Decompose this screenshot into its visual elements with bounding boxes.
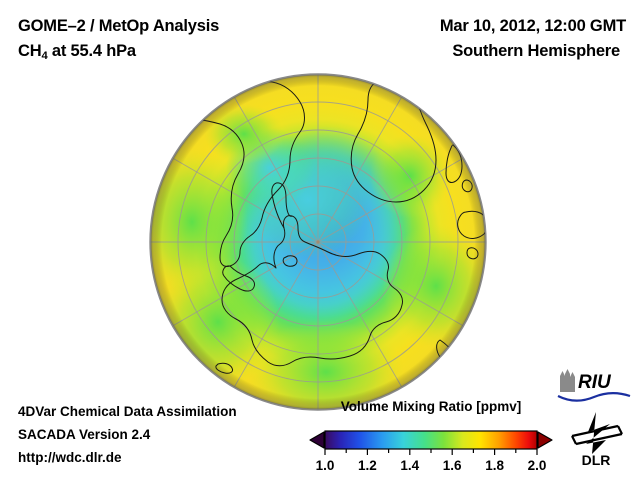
colorbar-svg: 1.0 1.2 1.4 1.6 1.8 2.0 — [309, 430, 553, 473]
credit-line-version: SACADA Version 2.4 — [18, 427, 151, 442]
colorbar-tick-label: 1.8 — [485, 458, 504, 473]
species-subscript: 4 — [41, 50, 48, 63]
colorbar-ticks — [324, 449, 538, 455]
hemisphere-label: Southern Hemisphere — [452, 42, 620, 60]
colorbar-title: Volume Mixing Ratio [ppmv] — [340, 399, 522, 414]
colorbar-tick-labels: 1.0 1.2 1.4 1.6 1.8 2.0 — [316, 458, 547, 473]
colorbar-under-arrow — [309, 431, 325, 449]
instrument-title: GOME–2 / MetOp Analysis — [18, 17, 220, 35]
species-prefix: CH — [18, 42, 42, 60]
datetime-label: Mar 10, 2012, 12:00 GMT — [439, 17, 626, 35]
dlr-logo-svg: DLR — [571, 412, 623, 468]
colorbar-over-arrow — [537, 431, 553, 449]
globe-contents — [150, 74, 486, 410]
dlr-mark-icon — [571, 412, 623, 454]
species-suffix: at 55.4 hPa — [47, 42, 136, 60]
colorbar-block: Volume Mixing Ratio [ppmv] 1.0 1.2 1.4 1.6 1… — [306, 398, 556, 479]
credit-line-url: http://wdc.dlr.de — [18, 450, 122, 465]
riu-logo: RIU — [556, 368, 632, 402]
riu-wave-icon — [557, 392, 631, 402]
globe-map — [148, 72, 488, 412]
riu-logo-svg: RIU — [557, 369, 631, 402]
header-left-block: GOME–2 / MetOp Analysis CH4 at 55.4 hPa — [18, 14, 358, 69]
orthographic-projection-svg — [149, 73, 487, 411]
colorbar-tick-label: 1.2 — [358, 458, 377, 473]
credit-line-method: 4DVar Chemical Data Assimilation — [18, 404, 237, 419]
south-pole-marker — [316, 240, 320, 244]
colorbar-tick-label: 2.0 — [528, 458, 547, 473]
colorbar-tick-label: 1.0 — [316, 458, 335, 473]
credits-block: 4DVar Chemical Data Assimilation SACADA … — [18, 400, 318, 469]
riu-wordmark: RIU — [578, 372, 612, 393]
colorbar-graphic: 1.0 1.2 1.4 1.6 1.8 2.0 — [306, 420, 556, 479]
species-pressure-title: CH4 at 55.4 hPa — [18, 39, 358, 69]
dlr-wordmark: DLR — [582, 452, 611, 468]
colorbar-tick-label: 1.4 — [400, 458, 419, 473]
header-right-block: Mar 10, 2012, 12:00 GMT Southern Hemisph… — [326, 14, 626, 64]
colorbar-tick-label: 1.6 — [443, 458, 462, 473]
dlr-logo: DLR — [566, 410, 628, 468]
riu-tower-icon — [560, 369, 575, 392]
colorbar-ramp — [324, 430, 538, 450]
globe-limb-outline — [149, 73, 487, 411]
